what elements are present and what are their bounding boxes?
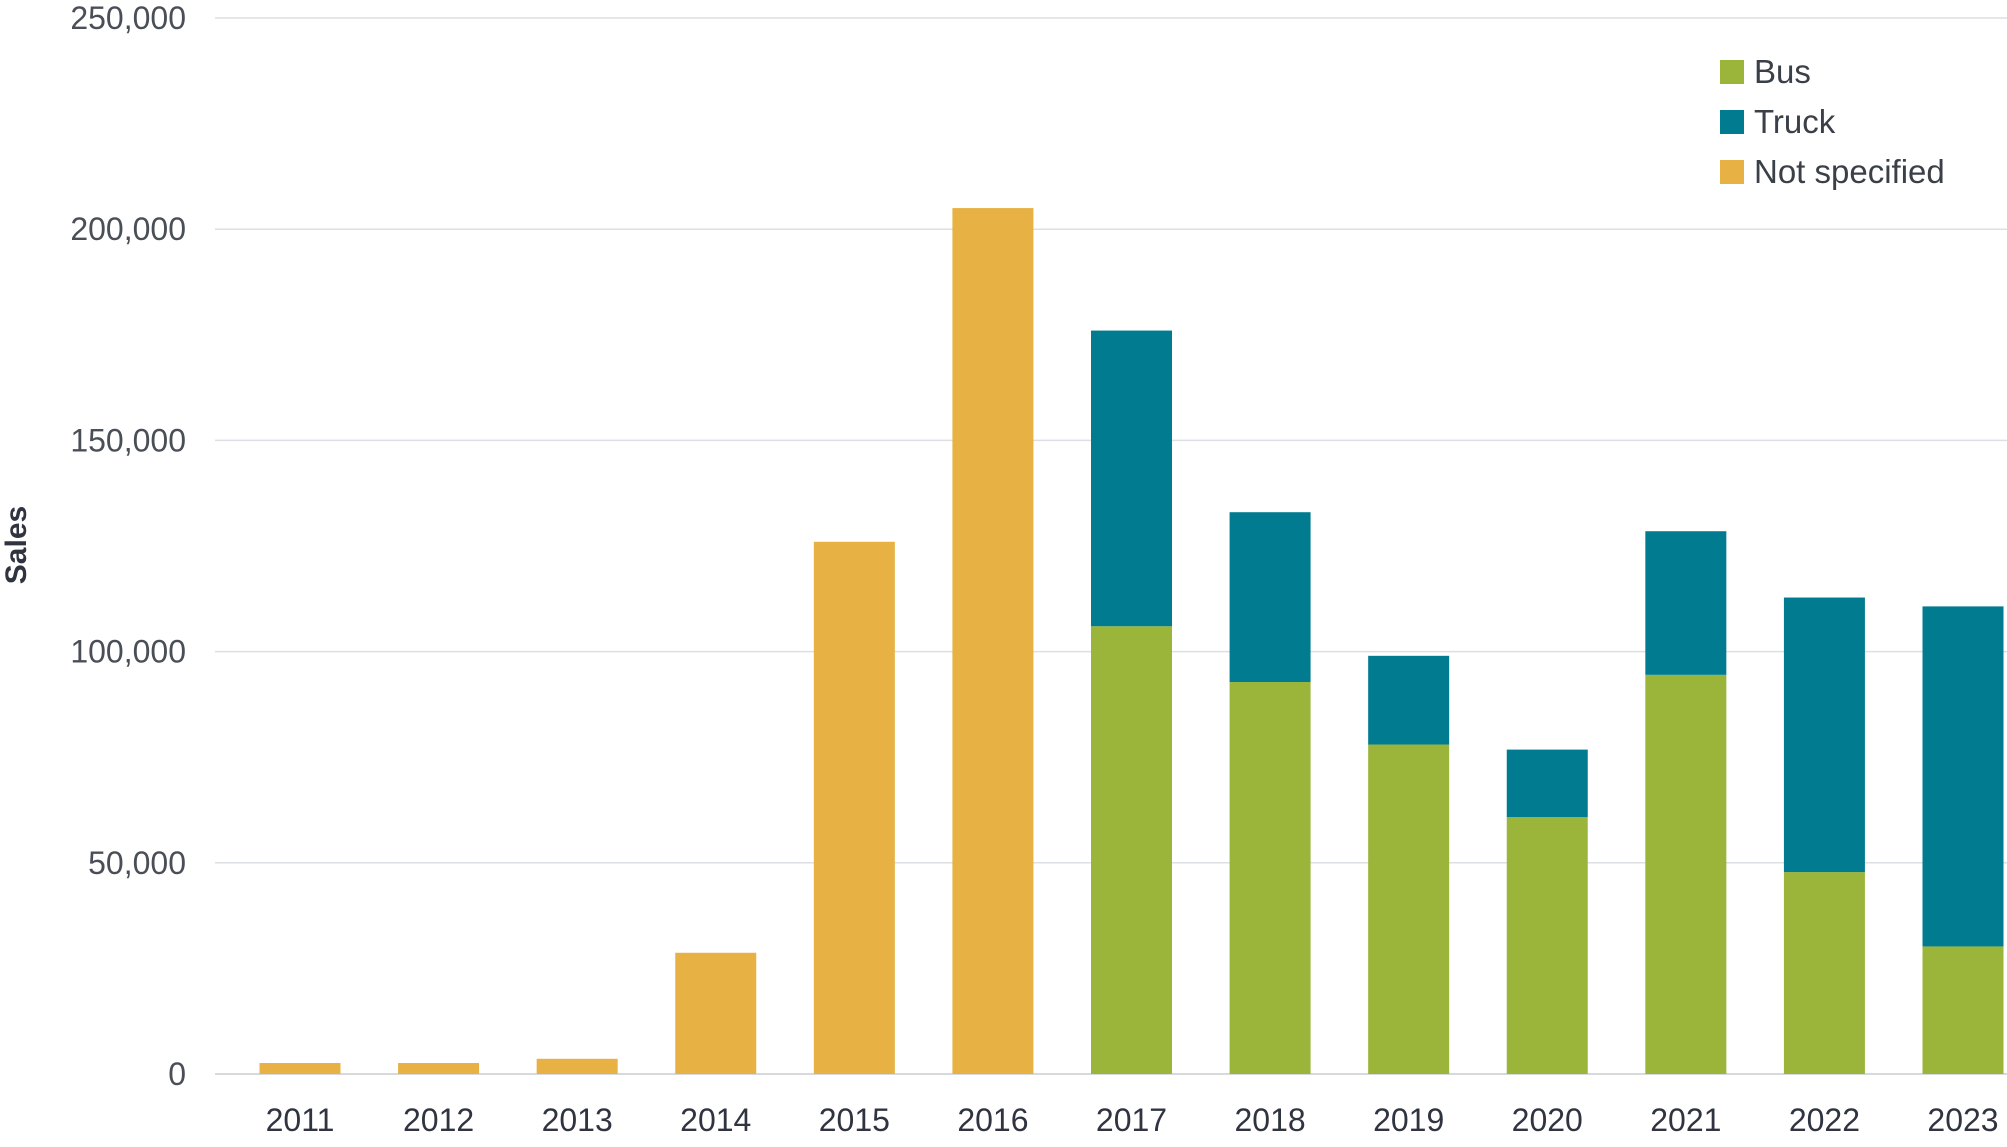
bar-not-specified — [398, 1063, 480, 1074]
bar-not-specified — [675, 952, 757, 1074]
bar-bus — [1368, 744, 1450, 1074]
y-tick-label: 50,000 — [88, 845, 186, 881]
y-axis-label: Sales — [0, 506, 33, 584]
x-tick-label: 2019 — [1373, 1102, 1444, 1138]
bar-truck — [1645, 531, 1727, 675]
legend-swatch — [1720, 60, 1744, 84]
x-tick-label: 2021 — [1650, 1102, 1721, 1138]
bar-not-specified — [259, 1063, 341, 1074]
bar-truck — [1091, 330, 1172, 627]
legend-label: Bus — [1754, 53, 1811, 90]
bar-not-specified — [952, 208, 1034, 1074]
bars — [259, 208, 2004, 1074]
bar-not-specified — [813, 541, 895, 1074]
legend-swatch — [1720, 110, 1744, 134]
y-axis-ticks: 0 50,000 100,000 150,000 200,000 250,000 — [70, 0, 186, 1092]
legend-label: Not specified — [1754, 153, 1945, 190]
y-tick-label: 250,000 — [70, 0, 186, 36]
bar-truck — [1229, 512, 1311, 683]
legend-swatch — [1720, 160, 1744, 184]
bar-truck — [1783, 597, 1865, 873]
x-tick-label: 2017 — [1096, 1102, 1167, 1138]
x-tick-label: 2020 — [1512, 1102, 1583, 1138]
x-tick-label: 2015 — [819, 1102, 890, 1138]
bar-truck — [1368, 655, 1450, 745]
bar-bus — [1922, 946, 2004, 1074]
bar-truck — [1506, 749, 1588, 818]
x-tick-label: 2011 — [266, 1102, 335, 1138]
y-tick-label: 0 — [168, 1056, 186, 1092]
x-tick-label: 2012 — [403, 1102, 474, 1138]
bar-truck — [1922, 606, 2004, 947]
x-tick-label: 2016 — [957, 1102, 1028, 1138]
bar-bus — [1229, 682, 1311, 1074]
y-tick-label: 100,000 — [70, 634, 186, 670]
bar-not-specified — [536, 1058, 618, 1074]
x-tick-label: 2022 — [1789, 1102, 1860, 1138]
x-tick-label: 2013 — [542, 1102, 613, 1138]
bar-bus — [1506, 817, 1588, 1074]
y-tick-label: 200,000 — [70, 211, 186, 247]
bar-bus — [1645, 674, 1727, 1074]
bar-bus — [1783, 872, 1865, 1074]
x-axis-ticks: 2011 2012 2013 2014 2015 2016 2017 2018 2019 2020… — [266, 1102, 1999, 1138]
legend-label: Truck — [1754, 103, 1836, 140]
x-tick-label: 2018 — [1234, 1102, 1305, 1138]
y-tick-label: 150,000 — [70, 422, 186, 458]
x-tick-label: 2014 — [680, 1102, 751, 1138]
legend: Bus Truck Not specified — [1720, 53, 1945, 190]
x-tick-label: 2023 — [1927, 1102, 1998, 1138]
bar-bus — [1091, 626, 1172, 1074]
